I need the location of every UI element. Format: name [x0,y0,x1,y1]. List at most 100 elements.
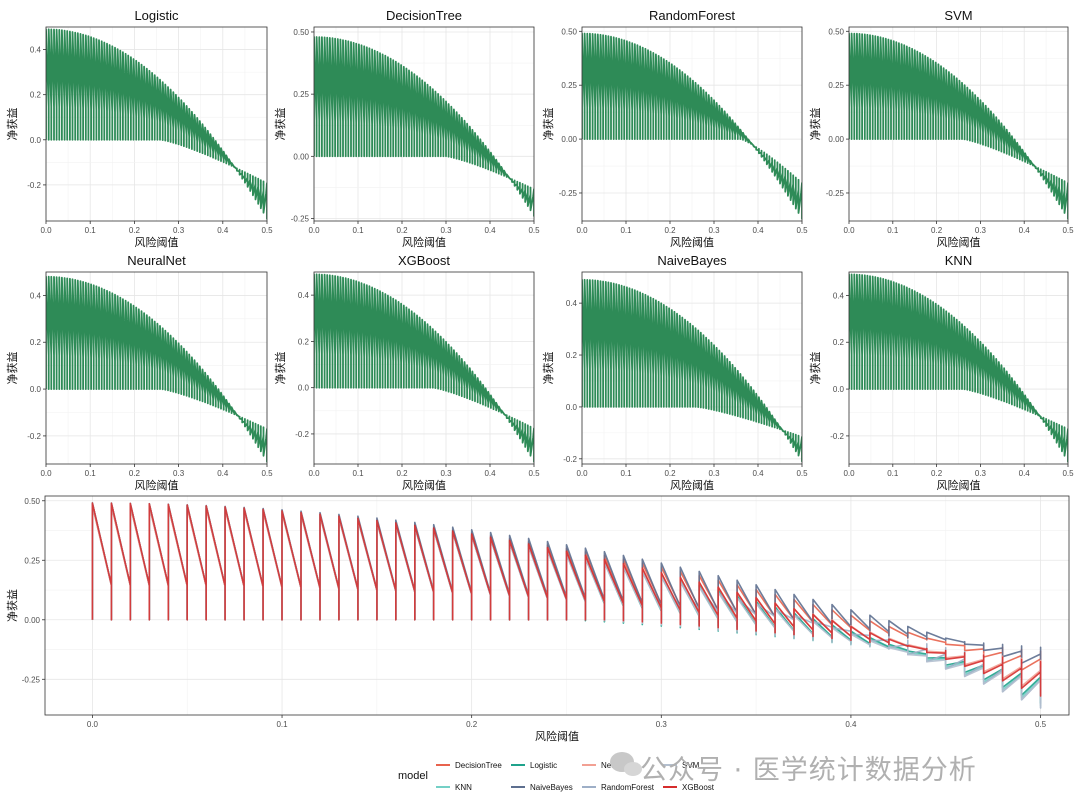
y-tick-label: 0.50 [293,28,309,37]
x-tick-label: 0.5 [261,226,273,235]
x-tick-label: 0.4 [845,720,857,729]
panel-neuralnet: NeuralNet 0.0 0.1 0.2 0.3 0.4 0.5 0.4 0.2 0.0 -0.2… [5,253,273,492]
panel-title: Logistic [134,8,179,23]
y-tick-label: 0.25 [828,81,844,90]
x-axis-title: 风险阈值 [535,729,579,743]
y-axis-title: 净获益 [808,352,822,385]
y-tick-label: 0.00 [561,135,577,144]
panel-border [45,26,268,222]
watermark-text: 公众号 · 医学统计数据分析 [640,755,977,786]
legend-label: XGBoost [682,783,715,792]
y-tick-label: 0.4 [30,291,42,300]
panel-border [581,26,803,222]
panel-title: KNN [945,253,972,268]
legend-title: model [398,770,428,782]
x-tick-label: 0.0 [40,226,52,235]
x-tick-label: 0.2 [664,226,676,235]
series-randomforest [582,32,802,220]
legend-label: SVM [682,761,700,770]
x-tick-label: 0.3 [440,226,452,235]
x-tick-label: 0.4 [1019,469,1031,478]
x-tick-label: 0.2 [931,226,943,235]
legend-label: Logistic [530,761,557,770]
panel-title: XGBoost [398,253,450,268]
legend-label: DecisionTree [455,761,502,770]
y-tick-label: 0.50 [24,497,40,506]
y-tick-label: -0.25 [291,215,310,224]
panel-decisiontree: DecisionTree 0.0 0.1 0.2 0.3 0.4 0.5 0.50 0.25 0.… [273,8,540,249]
y-axis-title: 净获益 [541,108,555,141]
y-tick-label: -0.2 [27,432,41,441]
x-axis-title: 风险阈值 [670,235,714,249]
panel-border [848,26,1069,222]
legend-item-decisiontree: DecisionTree [436,761,502,770]
series-knn [849,273,1068,463]
x-tick-label: 0.3 [708,469,720,478]
x-axis-title: 风险阈值 [402,478,446,492]
watermark: 公众号 · 医学统计数据分析 [610,748,977,787]
y-tick-label: 0.0 [298,384,310,393]
y-tick-label: -0.25 [826,189,845,198]
panel-border [848,271,1069,465]
x-tick-label: 0.1 [85,226,97,235]
panel-svm: SVM 0.0 0.1 0.2 0.3 0.4 0.5 0.50 0.25 0.00 -0.25 风险… [808,8,1074,249]
legend-item-xgboost: XGBoost [663,783,715,792]
legend-item-naivebayes: NaiveBayes [511,783,573,792]
y-tick-label: 0.0 [30,136,42,145]
y-tick-label: 0.4 [298,291,310,300]
data-layer [582,278,802,463]
x-tick-label: 0.4 [752,226,764,235]
data-layer [849,32,1068,220]
panel-title: NaiveBayes [657,253,727,268]
y-tick-label: 0.0 [566,403,578,412]
legend-item-randomforest: RandomForest [582,783,655,792]
x-tick-label: 0.2 [931,469,943,478]
panel-randomforest: RandomForest 0.0 0.1 0.2 0.3 0.4 0.5 0.50 0.25 0.… [541,8,808,249]
panel-border [45,271,268,465]
x-tick-label: 0.4 [217,469,229,478]
x-axis-title: 风险阈值 [402,235,446,249]
x-tick-label: 0.2 [466,720,478,729]
y-tick-label: 0.00 [293,152,309,161]
series-naivebayes [582,278,802,463]
legend-label: NaiveBayes [530,783,573,792]
x-tick-label: 0.2 [664,469,676,478]
x-tick-label: 0.1 [887,226,899,235]
y-axis-title: 净获益 [273,108,287,141]
wechat-icon-secondary [624,762,642,776]
legend-item-knn: KNN [436,783,472,792]
y-tick-label: 0.25 [561,81,577,90]
x-axis-title: 风险阈值 [670,478,714,492]
x-axis-title: 风险阈值 [937,478,981,492]
data-layer [314,36,534,217]
x-tick-label: 0.4 [484,226,496,235]
y-axis-title: 净获益 [273,352,287,385]
x-tick-label: 0.4 [484,469,496,478]
x-tick-label: 0.3 [173,469,185,478]
x-tick-label: 0.0 [87,720,99,729]
x-tick-label: 0.2 [396,226,408,235]
x-tick-label: 0.5 [1062,469,1074,478]
panel-border [581,271,803,465]
y-tick-label: -0.2 [295,430,309,439]
y-tick-label: 0.0 [30,385,42,394]
x-tick-label: 0.5 [1062,226,1074,235]
panel-logistic: Logistic 0.0 0.1 0.2 0.3 0.4 0.5 0.4 0.2 0.0 -0.2 风… [5,8,273,249]
y-tick-label: 0.4 [833,291,845,300]
panel-border [44,495,1070,716]
x-tick-label: 0.4 [752,469,764,478]
y-tick-label: -0.2 [27,181,41,190]
y-tick-label: -0.25 [559,189,578,198]
y-tick-label: -0.25 [22,675,41,684]
x-tick-label: 0.1 [85,469,97,478]
x-tick-label: 0.4 [217,226,229,235]
y-tick-label: -0.2 [563,455,577,464]
x-tick-label: 0.3 [656,720,668,729]
y-tick-label: 0.4 [566,299,578,308]
panel-border [313,271,535,465]
x-tick-label: 0.2 [129,226,141,235]
x-tick-label: 0.0 [843,469,855,478]
data-layer [582,32,802,220]
y-axis-title: 净获益 [5,589,19,622]
